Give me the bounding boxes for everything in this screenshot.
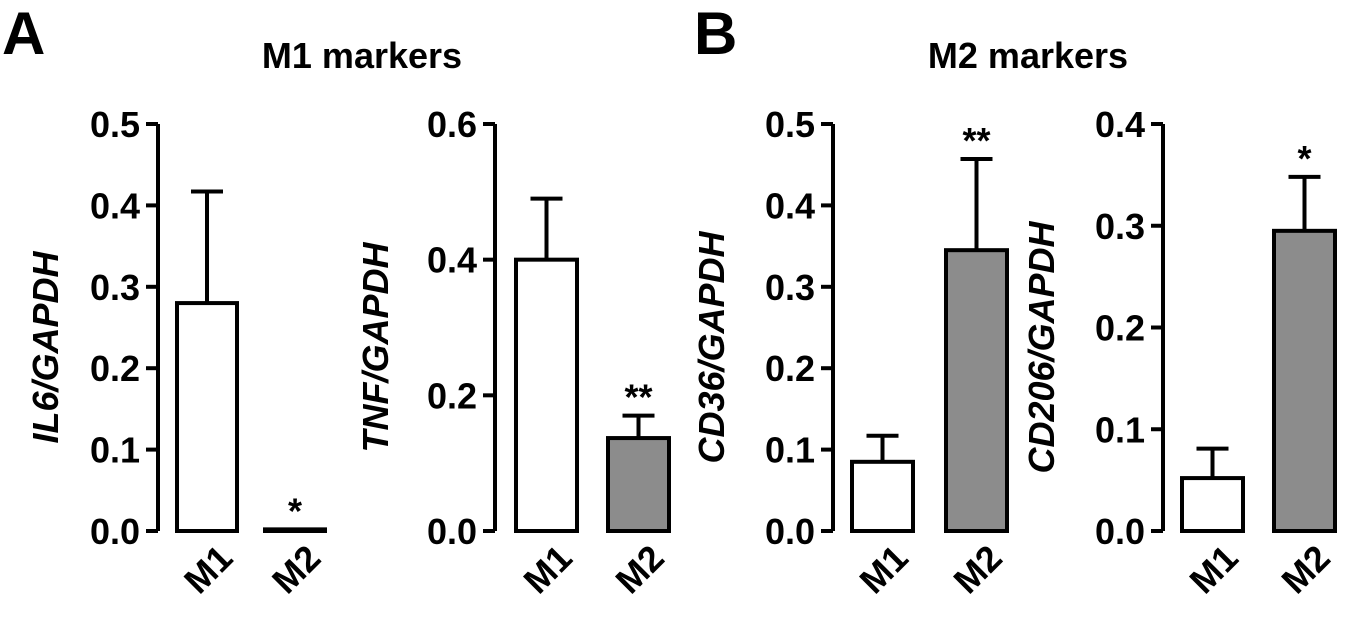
bar-m2 [1272, 228, 1337, 533]
y-tick-label: 0.4 [427, 240, 477, 281]
y-tick-label: 0.1 [765, 430, 815, 471]
x-category-label: M2 [945, 537, 1009, 601]
significance-marker: ** [962, 120, 990, 161]
x-category-label: M1 [515, 537, 579, 601]
y-tick-label: 0.2 [427, 375, 477, 416]
y-tick-label: 0.0 [765, 511, 815, 552]
bar-m2 [944, 248, 1009, 533]
chart-tnf: 0.0 0.2 0.4 0.6 TNF/GAPDH M1 ** M2 [355, 104, 672, 601]
x-category-label: M2 [264, 537, 328, 601]
y-tick-label: 0.1 [90, 430, 140, 471]
bar-m2 [263, 527, 327, 534]
panel-title-a: M1 markers [262, 35, 462, 76]
chart-cd206: 0.0 0.1 0.2 0.3 0.4 CD206/GAPDH M1 * M2 [1021, 104, 1338, 601]
x-category-label: M2 [607, 537, 671, 601]
y-tick-label: 0.2 [1095, 308, 1145, 349]
chart-il6: 0.0 0.1 0.2 0.3 0.4 0.5 IL6/GAPDH M1 * M2 [25, 104, 328, 601]
significance-marker: * [1297, 138, 1311, 179]
y-tick-label: 0.3 [1095, 206, 1145, 247]
y-tick-label: 0.1 [1095, 409, 1145, 450]
bar-m1 [514, 257, 579, 533]
y-tick-label: 0.0 [1095, 511, 1145, 552]
y-tick-label: 0.5 [90, 104, 140, 145]
y-tick-label: 0.3 [90, 267, 140, 308]
bar-m1 [175, 301, 239, 533]
significance-marker: ** [624, 377, 652, 418]
y-tick-label: 0.4 [90, 185, 140, 226]
y-axis-label: CD206/GAPDH [1021, 220, 1062, 473]
chart-cd36: 0.0 0.1 0.2 0.3 0.4 0.5 CD36/GAPDH M1 ** M2 [691, 104, 1010, 601]
x-category-label: M1 [176, 537, 240, 601]
y-axis-label: CD36/GAPDH [691, 230, 732, 463]
y-tick-label: 0.4 [765, 185, 815, 226]
y-tick-label: 0.2 [765, 348, 815, 389]
bar-m1 [1180, 476, 1245, 533]
y-tick-label: 0.3 [765, 267, 815, 308]
x-category-label: M1 [851, 537, 915, 601]
panel-title-b: M2 markers [928, 35, 1128, 76]
y-axis-label: TNF/GAPDH [355, 242, 396, 453]
y-tick-label: 0.0 [90, 511, 140, 552]
y-tick-label: 0.5 [765, 104, 815, 145]
y-axis-label: IL6/GAPDH [25, 250, 66, 443]
y-tick-label: 0.0 [427, 511, 477, 552]
significance-marker: * [288, 490, 302, 531]
x-category-label: M1 [1181, 537, 1245, 601]
y-tick-label: 0.2 [90, 348, 140, 389]
y-tick-label: 0.6 [427, 104, 477, 145]
x-category-label: M2 [1273, 537, 1337, 601]
bar-m1 [850, 459, 915, 533]
panel-letter-a: A [2, 0, 45, 67]
panel-letter-b: B [694, 0, 737, 67]
bar-m2 [606, 436, 671, 533]
y-tick-label: 0.4 [1095, 104, 1145, 145]
